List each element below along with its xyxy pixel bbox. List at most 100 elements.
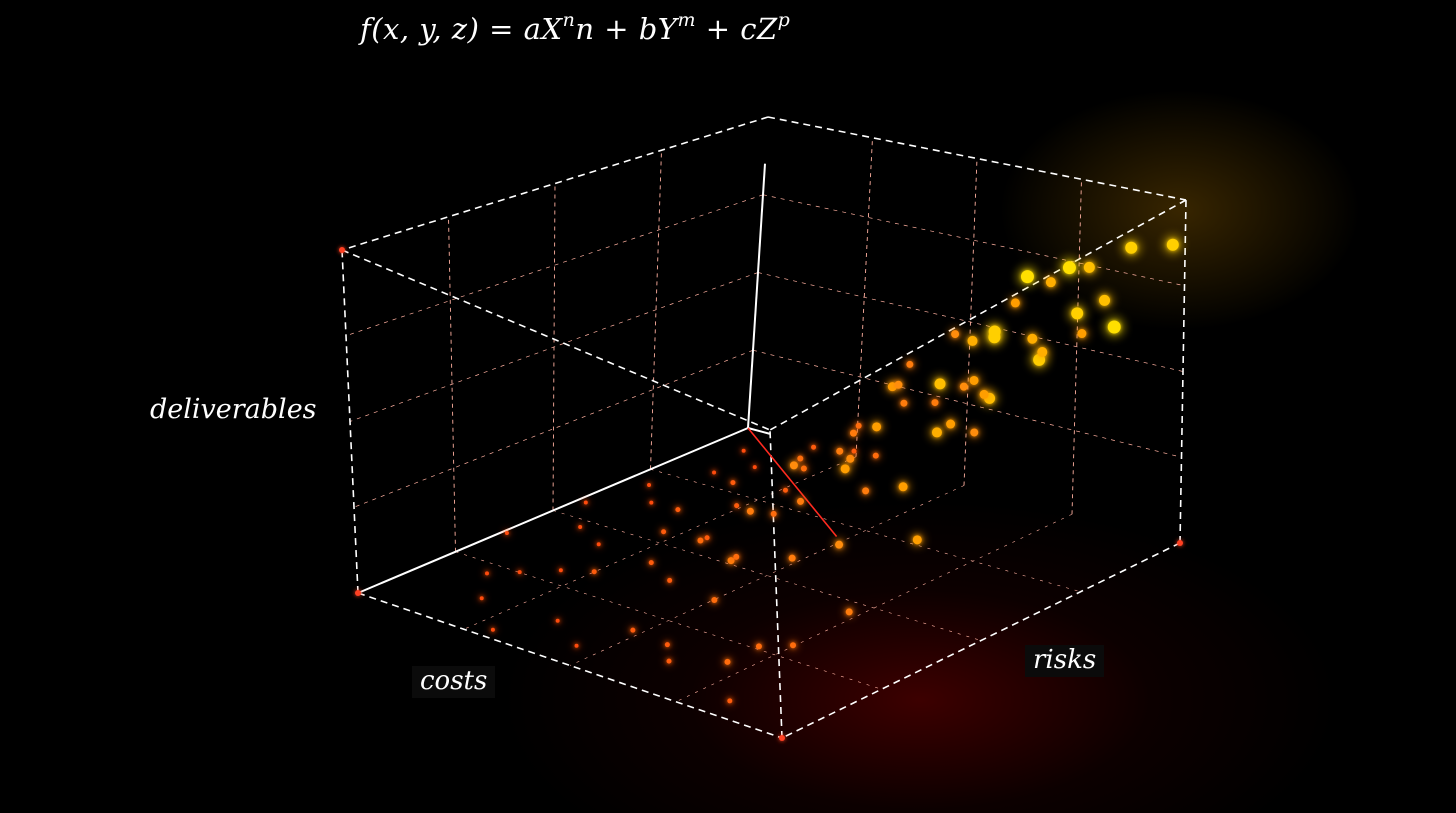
data-point: [1045, 277, 1056, 288]
data-point: [872, 422, 882, 432]
title-exponent-n: n: [562, 9, 576, 31]
data-point: [846, 454, 855, 463]
data-point: [934, 378, 946, 390]
title-exponent-m: m: [677, 9, 696, 31]
data-point: [1010, 298, 1020, 308]
gridline-ywall-1: [752, 349, 1182, 458]
gridline-floor-y-3: [675, 513, 1073, 703]
z-axis-label: deliverables: [150, 394, 317, 425]
trend-line: [747, 427, 838, 537]
data-point: [931, 399, 939, 407]
data-point: [898, 482, 908, 492]
z-axis-line: [747, 163, 766, 429]
data-point: [1062, 261, 1076, 275]
data-point: [504, 530, 509, 535]
box-edge-5: [769, 199, 1187, 431]
data-point: [1099, 294, 1111, 306]
data-point: [959, 382, 968, 391]
data-point: [724, 658, 731, 665]
gridline-floor-x-3: [455, 551, 882, 690]
data-point: [788, 554, 796, 562]
axes: [339, 116, 1187, 741]
x-axis-line: [357, 427, 749, 594]
data-point: [733, 553, 740, 560]
data-point: [912, 535, 922, 545]
gridline-xwall-2: [349, 272, 759, 422]
data-point: [970, 428, 979, 437]
data-point: [727, 698, 733, 704]
data-point: [946, 419, 956, 429]
data-point: [1166, 238, 1179, 251]
box-edge-6: [341, 249, 359, 594]
data-point: [591, 569, 597, 575]
grid-lines: [345, 137, 1185, 703]
data-point: [596, 542, 601, 547]
data-point: [1077, 329, 1087, 339]
data-point: [797, 497, 805, 505]
x-axis-label: costs: [412, 666, 496, 698]
data-point: [1037, 347, 1048, 358]
data-point: [840, 464, 850, 474]
data-point: [704, 535, 710, 541]
data-point: [770, 510, 777, 517]
data-point: [484, 571, 489, 576]
data-point: [849, 429, 857, 437]
corner-marker-1: [1177, 540, 1183, 546]
data-point: [797, 455, 804, 462]
data-point: [836, 447, 844, 455]
data-point: [752, 465, 757, 470]
data-point: [862, 487, 870, 495]
data-point: [1125, 241, 1138, 254]
data-point: [479, 596, 484, 601]
data-point: [931, 427, 942, 438]
box-edge-7: [1179, 199, 1187, 544]
data-point: [811, 444, 817, 450]
data-point: [490, 627, 495, 632]
data-point: [789, 461, 798, 470]
data-point: [578, 524, 583, 529]
data-point: [574, 643, 579, 648]
data-point: [734, 503, 740, 509]
chart-title: f(x, y, z) = aXnn + bYm + cZp: [360, 9, 791, 47]
data-point: [872, 452, 879, 459]
data-point: [666, 658, 672, 664]
data-point: [835, 540, 844, 549]
corner-marker-3: [339, 247, 345, 253]
corner-marker-0: [355, 590, 361, 596]
gridline-yz-1: [855, 137, 873, 457]
data-point: [906, 360, 914, 368]
data-point: [1071, 307, 1084, 320]
box-edge-4: [341, 249, 771, 431]
data-point: [969, 375, 979, 385]
data-point: [741, 448, 746, 453]
data-point: [555, 618, 560, 623]
data-point: [851, 448, 857, 454]
corner-marker-2: [779, 735, 785, 741]
data-point: [675, 507, 681, 513]
title-part-2: n + bY: [575, 12, 678, 46]
y-axis-stub: [747, 427, 770, 435]
gridline-xz-1: [650, 150, 662, 470]
data-point: [988, 325, 1001, 338]
data-point: [730, 480, 736, 486]
data-point: [790, 642, 797, 649]
title-exponent-p: p: [777, 9, 791, 31]
data-point: [667, 577, 673, 583]
data-point: [967, 335, 978, 346]
title-part-3: + cZ: [695, 12, 778, 46]
data-point: [711, 597, 718, 604]
data-point: [661, 529, 667, 535]
data-point: [517, 570, 522, 575]
gridline-floor-x-1: [650, 468, 1081, 593]
data-point: [951, 330, 960, 339]
data-point: [845, 608, 853, 616]
y-axis-label: risks: [1025, 645, 1105, 677]
title-part-1: f(x, y, z) = aX: [360, 12, 563, 46]
box-edge-8: [769, 429, 783, 739]
data-point: [894, 380, 903, 389]
gridline-floor-y-2: [569, 485, 965, 666]
data-point: [583, 500, 588, 505]
box-edge-0: [781, 542, 1181, 739]
data-point: [855, 422, 862, 429]
